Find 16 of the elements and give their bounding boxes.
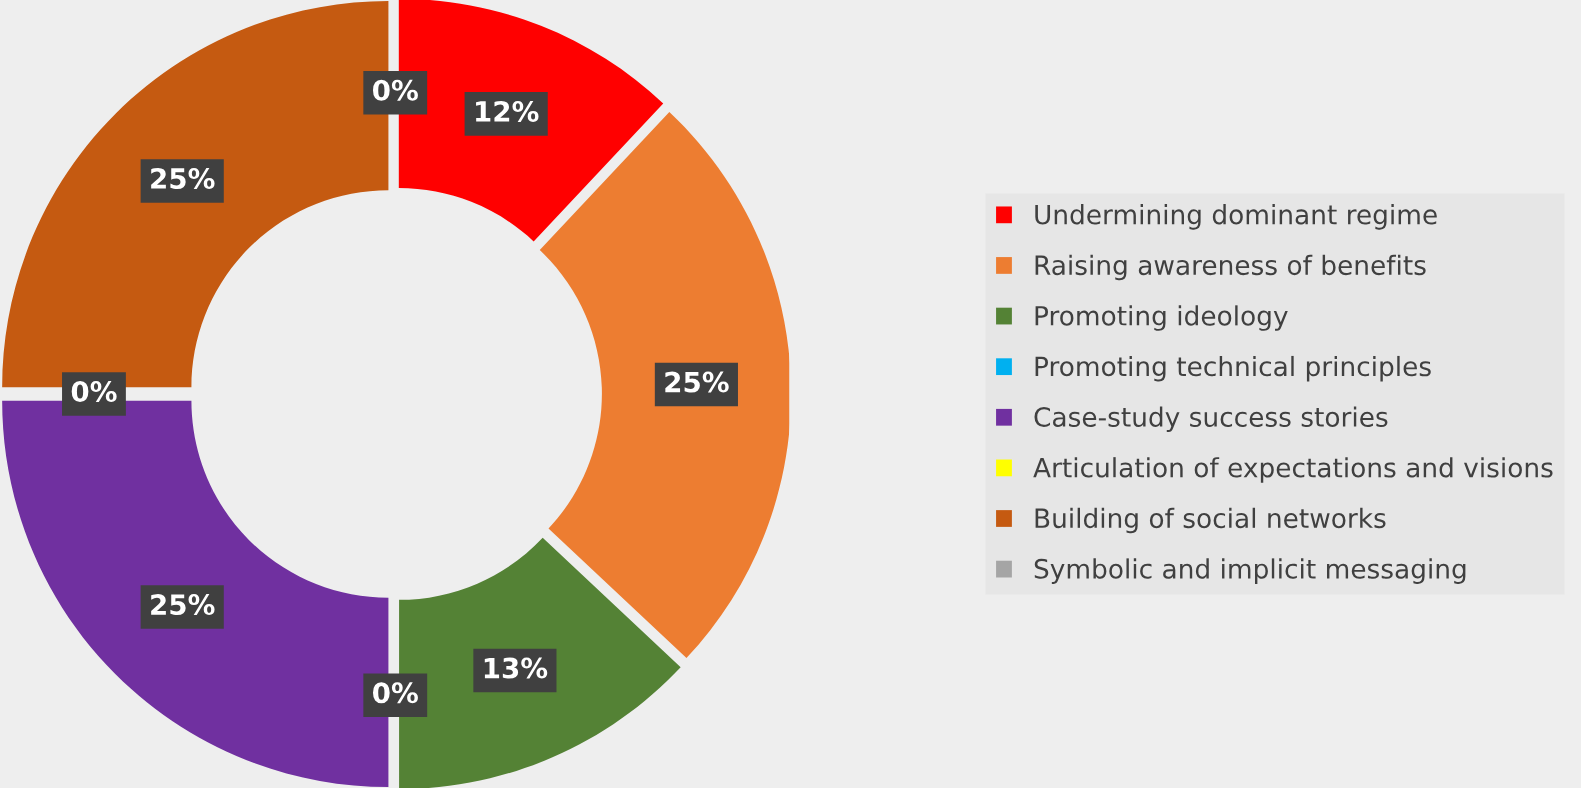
legend-label: Undermining dominant regime (1035, 204, 1437, 230)
legend-label: Case-study success stories (1034, 406, 1388, 433)
data-label: 25% (151, 168, 215, 190)
legend-label: Promoting technical principles (1035, 355, 1431, 382)
legend-label: Raising awareness of benefits (1035, 254, 1426, 281)
text: 0% (373, 79, 418, 101)
text: 0% (373, 682, 418, 704)
legend-label: Building of social networks (1035, 507, 1386, 534)
data-label: 12% (476, 100, 539, 122)
legend-label: Promoting ideology (1035, 305, 1288, 331)
legend-label: Symbolic and implicit messaging (1034, 558, 1466, 584)
legend-label: Articulation of expectations and visions (1033, 457, 1553, 483)
data-label: 25% (665, 371, 729, 393)
data-label: 13% (484, 657, 548, 679)
text: 0% (71, 381, 117, 403)
data-label: 25% (151, 594, 215, 616)
